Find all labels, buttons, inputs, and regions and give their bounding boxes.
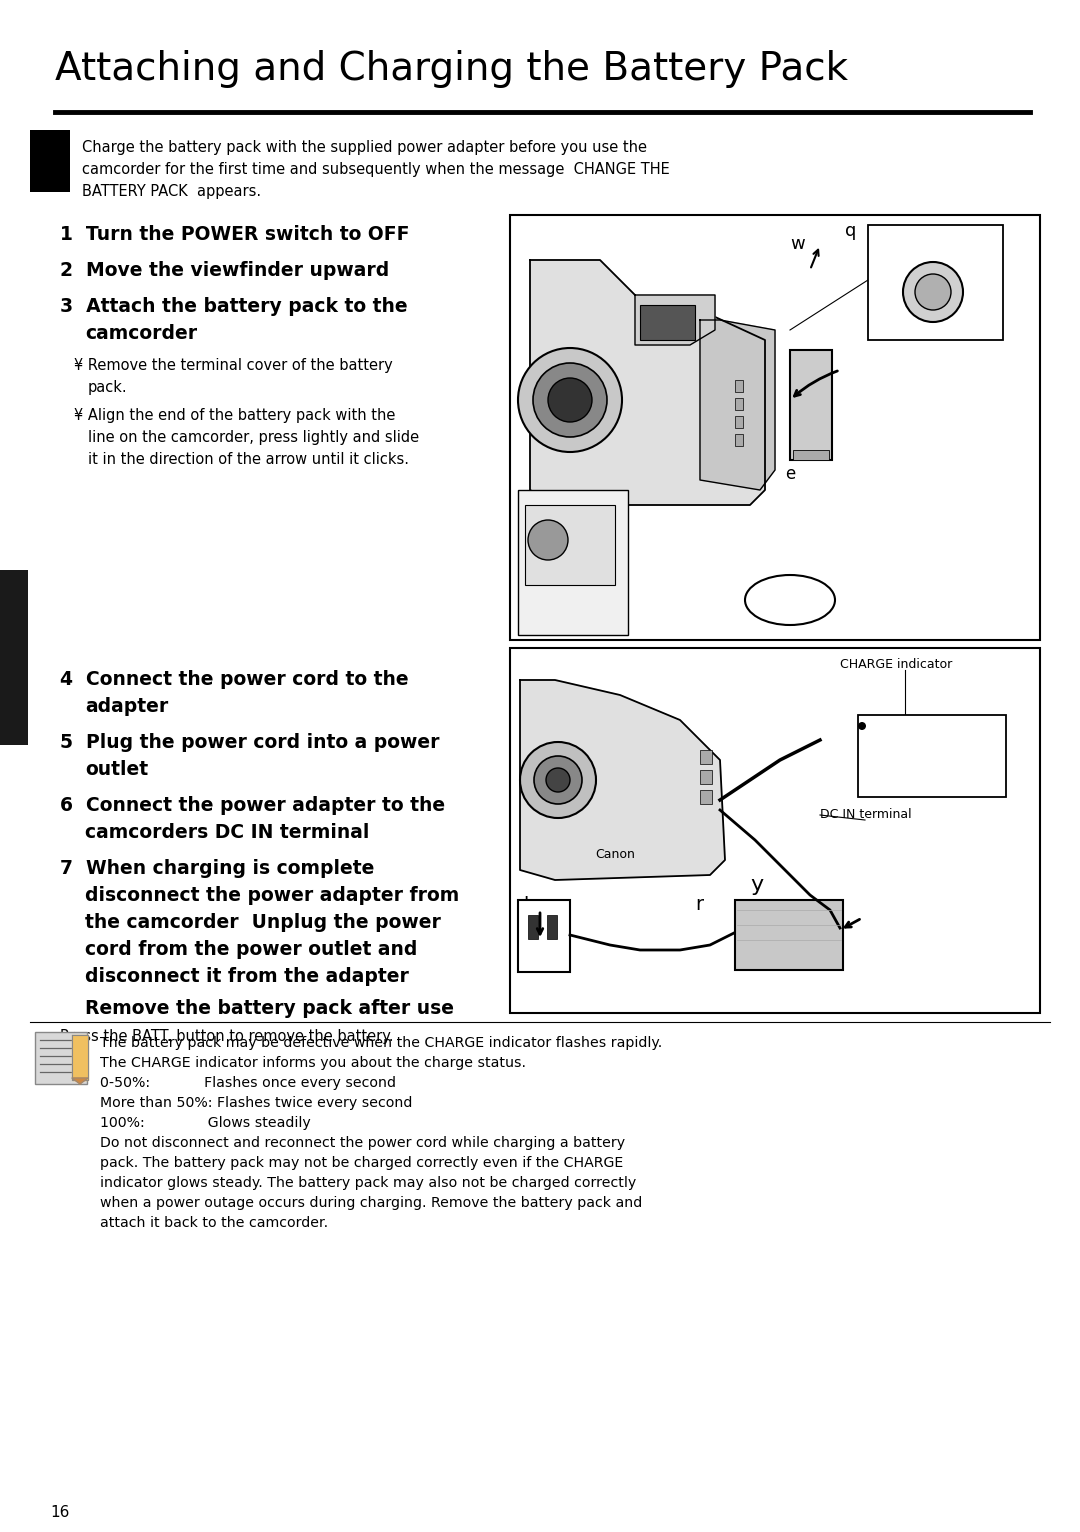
- Circle shape: [546, 768, 570, 792]
- Text: 4  Connect the power cord to the: 4 Connect the power cord to the: [60, 669, 408, 689]
- Text: y: y: [750, 875, 764, 895]
- Text: camcorder: camcorder: [85, 323, 198, 343]
- Text: pack. The battery pack may not be charged correctly even if the CHARGE: pack. The battery pack may not be charge…: [100, 1157, 623, 1170]
- Text: e: e: [785, 466, 795, 483]
- Text: More than 50%: Flashes twice every second: More than 50%: Flashes twice every secon…: [100, 1095, 413, 1111]
- Text: q: q: [525, 593, 534, 607]
- Text: 3  Attach the battery pack to the: 3 Attach the battery pack to the: [60, 297, 407, 316]
- Text: Press the BATT. button to remove the battery.: Press the BATT. button to remove the bat…: [60, 1030, 393, 1043]
- Text: Charge the battery pack with the supplied power adapter before you use the: Charge the battery pack with the supplie…: [82, 139, 647, 155]
- Text: the camcorder  Unplug the power: the camcorder Unplug the power: [85, 913, 441, 931]
- Text: 5  Plug the power cord into a power: 5 Plug the power cord into a power: [60, 732, 440, 752]
- Text: 7  When charging is complete: 7 When charging is complete: [60, 859, 375, 878]
- Text: OFF: OFF: [955, 260, 973, 270]
- Circle shape: [519, 741, 596, 818]
- Text: DC IN terminal: DC IN terminal: [820, 807, 912, 821]
- Text: 100%:              Glows steadily: 100%: Glows steadily: [100, 1115, 311, 1131]
- Bar: [700, 791, 712, 804]
- Bar: [518, 899, 570, 971]
- Text: 6  Connect the power adapter to the: 6 Connect the power adapter to the: [60, 797, 445, 815]
- Ellipse shape: [745, 574, 835, 625]
- Bar: [789, 349, 832, 460]
- Bar: [735, 398, 743, 411]
- Text: Attaching and Charging the Battery Pack: Attaching and Charging the Battery Pack: [55, 51, 848, 87]
- Text: click: click: [774, 601, 806, 614]
- Bar: [510, 648, 1040, 1013]
- Text: BATTERY PACK  appears.: BATTERY PACK appears.: [82, 184, 261, 199]
- Bar: [30, 130, 70, 192]
- Bar: [735, 417, 743, 427]
- Bar: [735, 380, 743, 392]
- Text: camcorders DC IN terminal: camcorders DC IN terminal: [85, 823, 369, 843]
- Text: disconnect it from the adapter: disconnect it from the adapter: [85, 967, 409, 987]
- Bar: [735, 434, 743, 446]
- Text: it in the direction of the arrow until it clicks.: it in the direction of the arrow until i…: [87, 452, 409, 467]
- Polygon shape: [530, 260, 765, 506]
- Text: The CHARGE indicator informs you about the charge status.: The CHARGE indicator informs you about t…: [100, 1056, 526, 1069]
- Circle shape: [915, 274, 951, 309]
- Text: when a power outage occurs during charging. Remove the battery pack and: when a power outage occurs during chargi…: [100, 1196, 643, 1210]
- Text: ¥ Remove the terminal cover of the battery: ¥ Remove the terminal cover of the batte…: [75, 358, 393, 372]
- Circle shape: [903, 262, 963, 322]
- Text: ⊖⊕⊖: ⊖⊕⊖: [865, 758, 894, 771]
- Bar: [735, 899, 843, 970]
- Polygon shape: [72, 1079, 87, 1085]
- Text: camcorder for the first time and subsequently when the message  CHANGE THE: camcorder for the first time and subsequ…: [82, 162, 670, 178]
- Text: DC IN 8.4V: DC IN 8.4V: [865, 740, 936, 754]
- Polygon shape: [519, 680, 725, 879]
- Bar: [793, 450, 829, 460]
- Bar: [525, 506, 615, 585]
- Text: • PLAY: • PLAY: [872, 316, 900, 323]
- Text: Do not disconnect and reconnect the power cord while charging a battery: Do not disconnect and reconnect the powe…: [100, 1137, 625, 1151]
- Text: w: w: [789, 234, 805, 253]
- Text: adapter: adapter: [85, 697, 168, 715]
- Text: Mastering: Mastering: [9, 633, 19, 688]
- Text: cord from the power outlet and: cord from the power outlet and: [85, 941, 417, 959]
- Bar: [0, 570, 28, 745]
- Bar: [868, 225, 1003, 340]
- Polygon shape: [72, 1036, 87, 1080]
- Text: Remove the battery pack after use: Remove the battery pack after use: [85, 999, 454, 1017]
- Text: r: r: [696, 895, 703, 915]
- Text: Canon: Canon: [595, 849, 635, 861]
- Text: t: t: [524, 895, 531, 915]
- Bar: [700, 751, 712, 764]
- Polygon shape: [635, 296, 715, 345]
- Text: disconnect the power adapter from: disconnect the power adapter from: [85, 885, 459, 905]
- Text: 1  Turn the POWER switch to OFF: 1 Turn the POWER switch to OFF: [60, 225, 409, 244]
- Text: E: E: [42, 152, 58, 175]
- Text: ¥ Align the end of the battery pack with the: ¥ Align the end of the battery pack with…: [75, 408, 395, 423]
- Text: 2  Move the viewfinder upward: 2 Move the viewfinder upward: [60, 260, 389, 280]
- Bar: [35, 1033, 87, 1085]
- Text: ○ CHARGE: ○ CHARGE: [865, 723, 934, 735]
- Text: CAMERA: CAMERA: [872, 245, 913, 254]
- Text: attach it back to the camcorder.: attach it back to the camcorder.: [100, 1216, 328, 1230]
- Text: The battery pack may be defective when the CHARGE indicator flashes rapidly.: The battery pack may be defective when t…: [100, 1036, 662, 1049]
- Text: (VCR): (VCR): [872, 326, 896, 336]
- Text: POWER: POWER: [872, 231, 913, 242]
- Text: q: q: [845, 222, 856, 241]
- Text: the Basics: the Basics: [9, 671, 19, 729]
- Text: CHARGE indicator: CHARGE indicator: [840, 659, 953, 671]
- Bar: [858, 715, 1005, 797]
- Text: outlet: outlet: [85, 760, 148, 778]
- Circle shape: [534, 755, 582, 804]
- Bar: [510, 214, 1040, 640]
- Circle shape: [528, 519, 568, 561]
- Text: line on the camcorder, press lightly and slide: line on the camcorder, press lightly and…: [87, 430, 419, 444]
- Bar: [546, 915, 557, 939]
- Circle shape: [858, 722, 866, 731]
- Bar: [528, 915, 538, 939]
- Bar: [640, 305, 696, 340]
- Bar: [518, 490, 627, 634]
- Circle shape: [518, 348, 622, 452]
- Polygon shape: [700, 320, 775, 490]
- Text: 16: 16: [50, 1504, 69, 1520]
- Text: pack.: pack.: [87, 380, 127, 395]
- Bar: [700, 771, 712, 784]
- Text: indicator glows steady. The battery pack may also not be charged correctly: indicator glows steady. The battery pack…: [100, 1177, 636, 1190]
- Text: 0-50%:            Flashes once every second: 0-50%: Flashes once every second: [100, 1075, 396, 1089]
- Circle shape: [548, 378, 592, 421]
- Circle shape: [534, 363, 607, 437]
